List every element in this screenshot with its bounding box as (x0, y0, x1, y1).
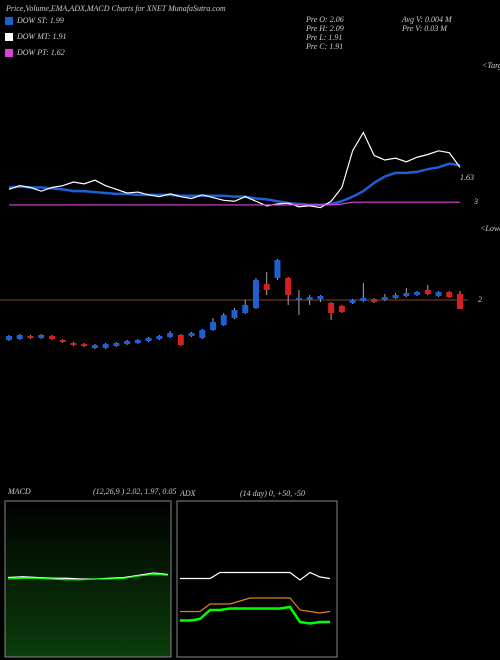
legend-entry: DOW ST: 1.99 (16, 16, 64, 25)
candle-body (48, 336, 55, 339)
stat: Pre H: 2.09 (305, 24, 344, 33)
candle-body (435, 292, 442, 296)
candle-body (134, 340, 141, 343)
candle-body (188, 333, 195, 336)
candle-body (38, 335, 45, 338)
candle-body (231, 310, 238, 318)
stat: Pre O: 2.06 (305, 15, 344, 24)
candle-body (295, 298, 302, 300)
series-line (180, 605, 330, 625)
series-line (8, 131, 461, 209)
candle-body (167, 333, 174, 337)
annotation: 1.63 (460, 173, 474, 182)
volume-stat: Pre V: 0.03 M (401, 24, 448, 33)
stat: Pre C: 1.91 (305, 42, 343, 51)
legend-swatch (5, 33, 13, 41)
panel-subtitle: (12,26,9 ) 2.02, 1.97, 0.05 (93, 487, 176, 496)
series-line (7, 573, 169, 581)
stat: Pre L: 1.91 (305, 33, 342, 42)
y-tick-label: 2 (478, 295, 482, 304)
candle-body (6, 336, 12, 340)
candle-body (403, 293, 410, 296)
candle-body (263, 284, 270, 290)
annotation: <Lower (480, 224, 500, 233)
candle-body (210, 322, 217, 330)
candle-body (177, 335, 184, 345)
candle-body (70, 343, 77, 345)
candle-body (59, 340, 66, 342)
volume-stat: Avg V: 0.004 M (401, 15, 453, 24)
candle-body (338, 306, 345, 312)
candle-body (360, 298, 367, 301)
series-line (180, 571, 331, 581)
candle-body (328, 303, 335, 313)
candle-body (156, 336, 163, 339)
candle-body (16, 335, 23, 339)
candle-body (124, 341, 131, 344)
candle-body (424, 290, 431, 294)
panel-subtitle: (14 day) 0, +50, -50 (240, 489, 305, 498)
candle-body (371, 299, 378, 302)
candle-body (145, 338, 152, 341)
candle-body (392, 295, 399, 298)
candle-body (414, 292, 421, 295)
candle-body (199, 330, 206, 338)
legend-swatch (5, 49, 13, 57)
page-title: Price,Volume,EMA,ADX,MACD Charts for XNE… (5, 4, 226, 13)
annotation: 3 (473, 197, 478, 206)
panel-title: ADX (179, 489, 197, 498)
candle-body (113, 343, 120, 346)
annotation: <Target (482, 61, 500, 70)
candle-body (242, 305, 249, 313)
candle-body (457, 294, 463, 309)
candle-body (317, 296, 324, 299)
candle-body (446, 292, 453, 297)
legend-swatch (5, 17, 13, 25)
candle-body (274, 260, 281, 278)
panel-title: MACD (7, 487, 31, 496)
series-line (180, 597, 331, 614)
series-line (8, 162, 461, 207)
candle-body (27, 336, 34, 338)
candle-body (220, 315, 227, 325)
candle-body (252, 280, 259, 308)
legend-entry: DOW MT: 1.91 (16, 32, 67, 41)
series-line (9, 201, 460, 206)
legend-entry: DOW PT: 1.62 (16, 48, 65, 57)
candle-body (285, 278, 292, 295)
candle-body (91, 345, 98, 348)
candle-body (102, 344, 109, 348)
candle-body (349, 300, 356, 303)
candle-body (81, 344, 88, 346)
candle-body (306, 297, 313, 300)
candle-body (381, 297, 388, 300)
